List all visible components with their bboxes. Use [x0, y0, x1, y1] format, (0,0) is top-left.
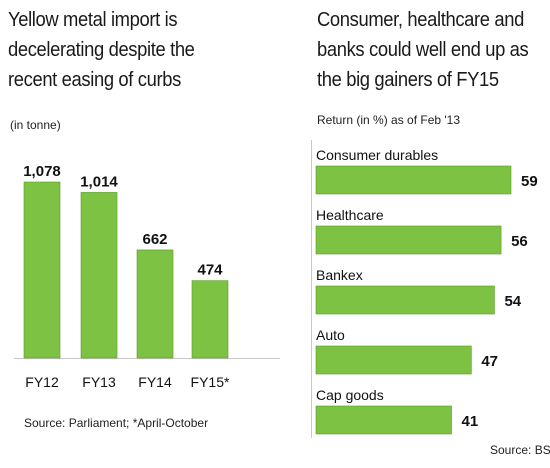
import-bar-fy13 — [80, 192, 118, 359]
returns-category-label: Bankex — [316, 267, 363, 283]
import-bar-fy12 — [23, 181, 61, 359]
import-unit-label: (in tonne) — [10, 118, 61, 132]
import-category-label: FY13 — [82, 374, 116, 390]
returns-bar-cap-goods — [315, 405, 452, 435]
returns-category-label: Auto — [316, 327, 345, 343]
import-bar-fy15 — [191, 280, 229, 359]
import-chart-title: Yellow metal import is decelerating desp… — [8, 5, 195, 95]
import-title-line-2: decelerating despite the — [8, 39, 195, 61]
import-value-label: 662 — [142, 231, 167, 248]
returns-bar-consumer-durables — [315, 165, 512, 195]
returns-category-label: Healthcare — [316, 207, 384, 223]
returns-chart-title: Consumer, healthcare and banks could wel… — [317, 5, 529, 95]
import-category-label: FY15* — [191, 374, 230, 390]
returns-chart-panel: Consumer, healthcare and banks could wel… — [300, 0, 550, 468]
returns-title-line-1: Consumer, healthcare and — [317, 9, 524, 31]
returns-title-line-3: the big gainers of FY15 — [317, 69, 499, 91]
import-bar-chart: 1,078 FY12 1,014 FY13 662 FY14 474 FY15* — [14, 163, 280, 390]
returns-value-label: 59 — [521, 173, 538, 190]
import-title-line-1: Yellow metal import is — [8, 9, 178, 31]
returns-category-label: Cap goods — [316, 387, 384, 403]
returns-bar-auto — [315, 345, 472, 375]
returns-category-label: Consumer durables — [316, 147, 438, 163]
import-source-note: Source: Parliament; *April-October — [24, 416, 209, 430]
returns-bar-healthcare — [315, 225, 502, 255]
returns-unit-label: Return (in %) as of Feb '13 — [317, 113, 461, 127]
import-category-label: FY12 — [25, 374, 59, 390]
returns-bar-bankex — [315, 285, 495, 315]
returns-title-line-2: banks could well end up as — [317, 39, 529, 61]
returns-source-note: Source: BSE — [490, 443, 550, 457]
import-value-label: 474 — [197, 262, 223, 279]
import-chart-panel: Yellow metal import is decelerating desp… — [8, 5, 280, 430]
returns-value-label: 47 — [481, 353, 498, 370]
import-category-label: FY14 — [138, 374, 172, 390]
returns-value-label: 54 — [504, 293, 521, 310]
import-bar-fy14 — [136, 249, 174, 359]
import-value-label: 1,078 — [23, 163, 61, 180]
returns-value-label: 41 — [462, 413, 479, 430]
import-value-label: 1,014 — [80, 173, 118, 190]
returns-value-label: 56 — [511, 233, 528, 250]
import-title-line-3: recent easing of curbs — [8, 69, 181, 91]
returns-bar-chart: Consumer durables 59 Healthcare 56 Bankex 54 A… — [311, 140, 538, 438]
